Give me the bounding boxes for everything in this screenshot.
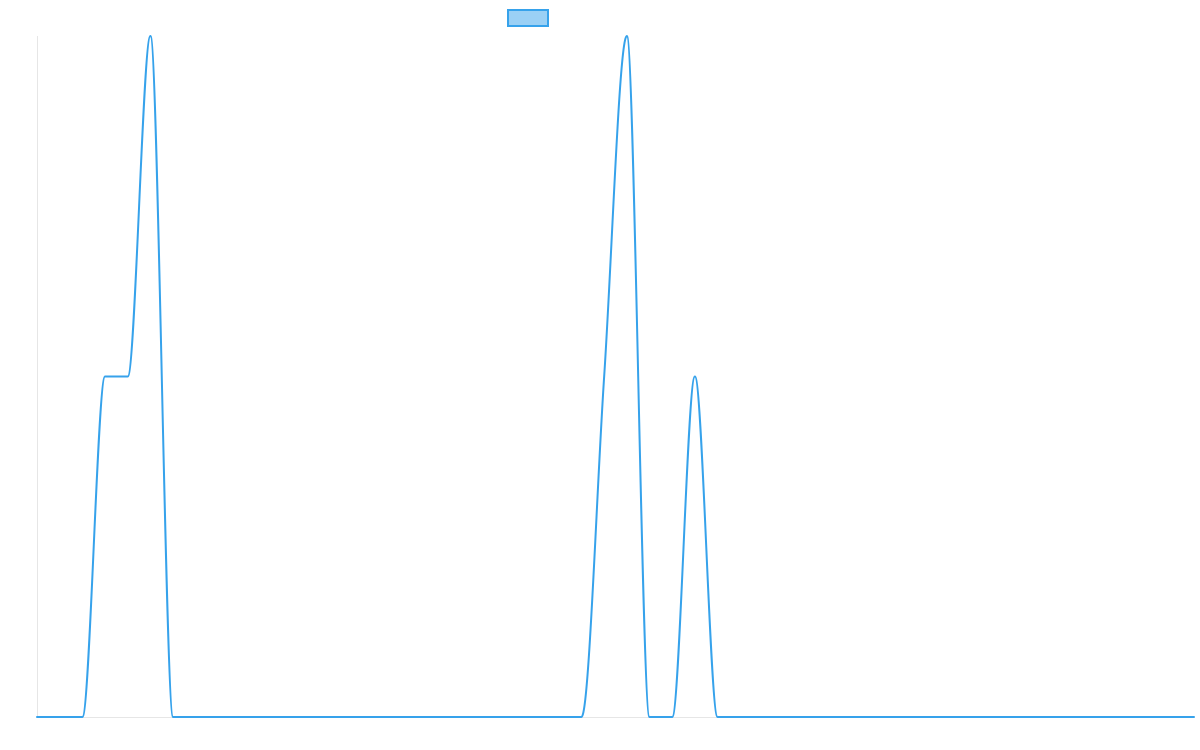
legend[interactable]	[507, 9, 549, 27]
legend-swatch[interactable]	[507, 9, 549, 27]
series-line-0	[36, 35, 1195, 719]
series-layer	[36, 35, 1195, 719]
